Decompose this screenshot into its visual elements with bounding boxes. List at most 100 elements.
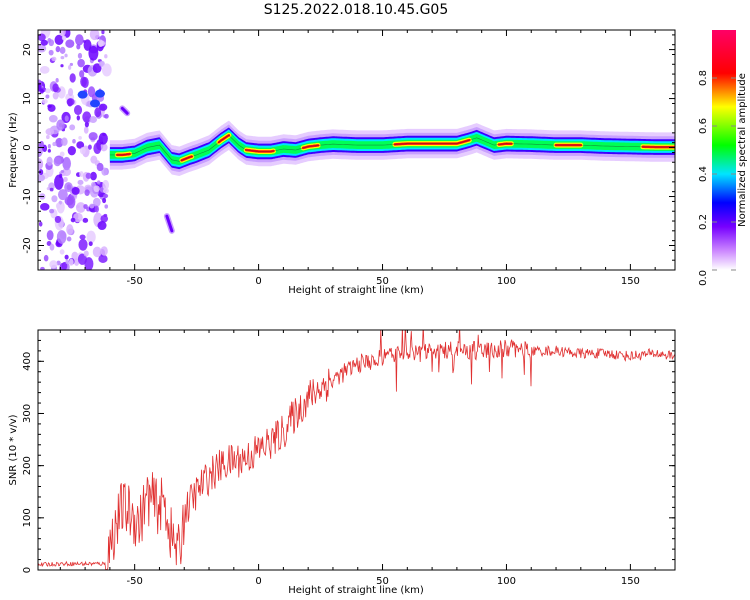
noise-blob [103,213,108,218]
noise-blob [90,155,98,164]
side-streak [165,214,174,233]
noise-blob [45,128,55,136]
noise-blob [55,77,59,83]
noise-blob [59,249,65,255]
noise-blob [49,260,58,269]
noise-blob [84,121,89,128]
noise-blob [67,88,74,97]
noise-hotspot [94,89,105,98]
noise-blob [63,176,68,182]
snr-y-label: SNR (10 * v/v) [8,414,19,485]
noise-blob [69,73,76,83]
noise-blob [71,186,80,195]
heatmap-cells [38,30,675,270]
noise-blob [98,103,108,111]
noise-blob [89,203,95,209]
noise-blob [40,203,50,211]
noise-blob [97,39,104,47]
noise-blob [55,202,61,209]
figure-title: S125.2022.018.10.45.G05 [264,2,449,18]
noise-blob [68,65,72,70]
noise-blob [102,197,107,204]
noise-blob [92,197,101,207]
ridge-centerline [109,134,675,162]
noise-blob [76,44,81,50]
x-tick-label: 100 [497,276,516,287]
noise-blob [83,250,89,257]
spectrogram-chart: -50 0 50 100 150 -20 -10 0 10 20 Height of straig… [8,29,676,296]
x-tick-label: 100 [497,576,516,587]
noise-blob [100,246,108,256]
noise-blob [93,142,102,154]
y-tick-label: -20 [22,237,33,253]
noise-blob [79,234,86,240]
colorbar-gradient [712,30,736,270]
noise-blob [46,230,54,241]
noise-blob [66,98,75,106]
noise-blob [77,253,87,265]
noise-blob [72,139,76,144]
snr-frame [37,329,676,571]
noise-blob [81,77,89,89]
noise-blob [100,143,108,152]
y-tick-label: 300 [22,404,33,423]
noise-blob [89,116,98,124]
noise-blob [46,156,53,166]
snr-x-label: Height of straight line (km) [288,585,424,596]
x-tick-label: 50 [376,576,389,587]
noise-blob [45,88,51,94]
snr-plot-area [38,330,675,570]
noise-blob [76,205,80,209]
noise-blob [83,39,92,51]
noise-blob [79,147,86,155]
noise-blob [84,189,90,196]
noise-blob [68,258,74,266]
noise-blob [52,92,59,100]
noise-blob [43,254,49,262]
side-streak [120,106,129,115]
colorbar-tick-label: 0.4 [698,166,709,182]
noise-blob [69,62,74,66]
noise-blob [54,174,64,190]
noise-blob [92,63,102,74]
noise-blob [94,205,100,213]
noise-blob [66,224,74,236]
noise-blob [64,254,69,260]
noise-blob [77,52,83,59]
noise-blob [82,217,89,223]
noise-blob [49,208,55,214]
noise-blob [38,174,45,182]
y-tick-label: 0 [22,144,33,150]
noise-blob [104,113,109,119]
ridge-band-green [109,131,675,166]
noise-blob [48,39,55,47]
spectrogram-axes: -50 0 50 100 150 -20 -10 0 10 20 [22,30,675,287]
spectrogram-x-label: Height of straight line (km) [288,285,424,296]
noise-blob [40,39,48,46]
noise-blob [54,34,64,46]
noise-blob [65,39,75,48]
noise-blob [73,258,80,266]
noise-blob [57,189,68,201]
colorbar-ticks: 0.0 0.2 0.4 0.6 0.8 [698,70,736,286]
noise-blob [66,195,76,209]
noise-blob [79,171,84,177]
noise-blob [60,169,65,174]
noise-blob [77,179,84,186]
noise-blob [56,119,65,131]
noise-blob [98,254,108,264]
noise-blob [52,83,59,93]
noise-blob [76,115,81,121]
noise-blob [90,171,97,181]
noise-blob [97,221,107,231]
noise-blob [85,172,92,179]
noise-blob [48,182,55,191]
noise-blob [64,53,68,58]
noise-blob [96,162,104,172]
noise-blob [49,187,54,192]
noise-blob [59,173,63,179]
noise-blob [98,132,108,145]
noise-blob [70,217,76,223]
noise-blob [38,221,43,227]
